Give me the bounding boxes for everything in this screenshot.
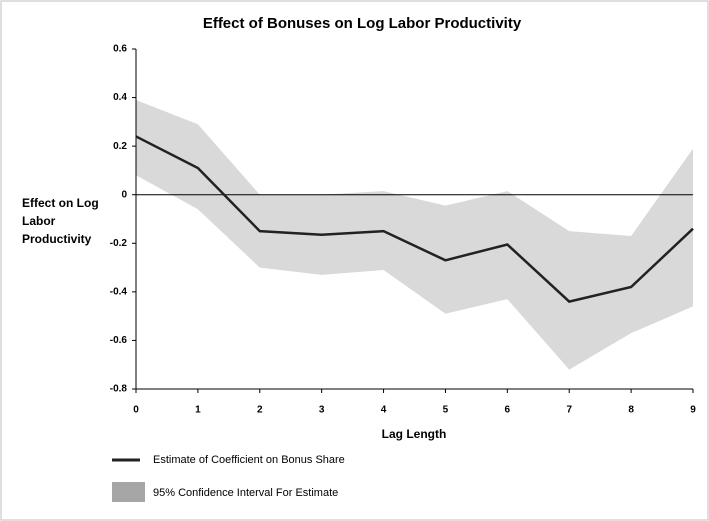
x-tick-label: 3 <box>319 405 325 416</box>
legend-label: Estimate of Coefficient on Bonus Share <box>153 454 345 466</box>
y-axis-label: Effect on Log Labor Productivity <box>22 196 99 246</box>
y-tick-label: -0.6 <box>110 335 128 346</box>
legend-label: 95% Confidence Interval For Estimate <box>153 487 338 499</box>
x-tick-label: 4 <box>381 405 387 416</box>
y-tick-label: 0.4 <box>113 92 127 103</box>
series-line <box>135 135 694 303</box>
confidence-band <box>136 100 693 370</box>
x-tick-label: 8 <box>628 405 634 416</box>
y-tick-label: 0.6 <box>113 44 127 55</box>
y-tick-label: -0.8 <box>110 384 128 395</box>
y-tick-label: -0.2 <box>110 238 128 249</box>
x-tick-label: 7 <box>566 405 572 416</box>
x-tick-label: 1 <box>195 405 201 416</box>
y-tick-label: 0.2 <box>113 141 127 152</box>
y-tick-label: -0.4 <box>110 286 128 297</box>
x-tick-label: 6 <box>505 405 511 416</box>
x-tick-label: 2 <box>257 405 263 416</box>
y-tick-label: 0 <box>121 189 127 200</box>
chart-title: Effect of Bonuses on Log Labor Productiv… <box>203 15 522 32</box>
x-tick-label: 0 <box>133 405 139 416</box>
x-tick-label: 9 <box>690 405 696 416</box>
x-axis-label: Lag Length <box>382 427 447 441</box>
x-tick-label: 5 <box>443 405 449 416</box>
legend-swatch <box>112 482 145 502</box>
